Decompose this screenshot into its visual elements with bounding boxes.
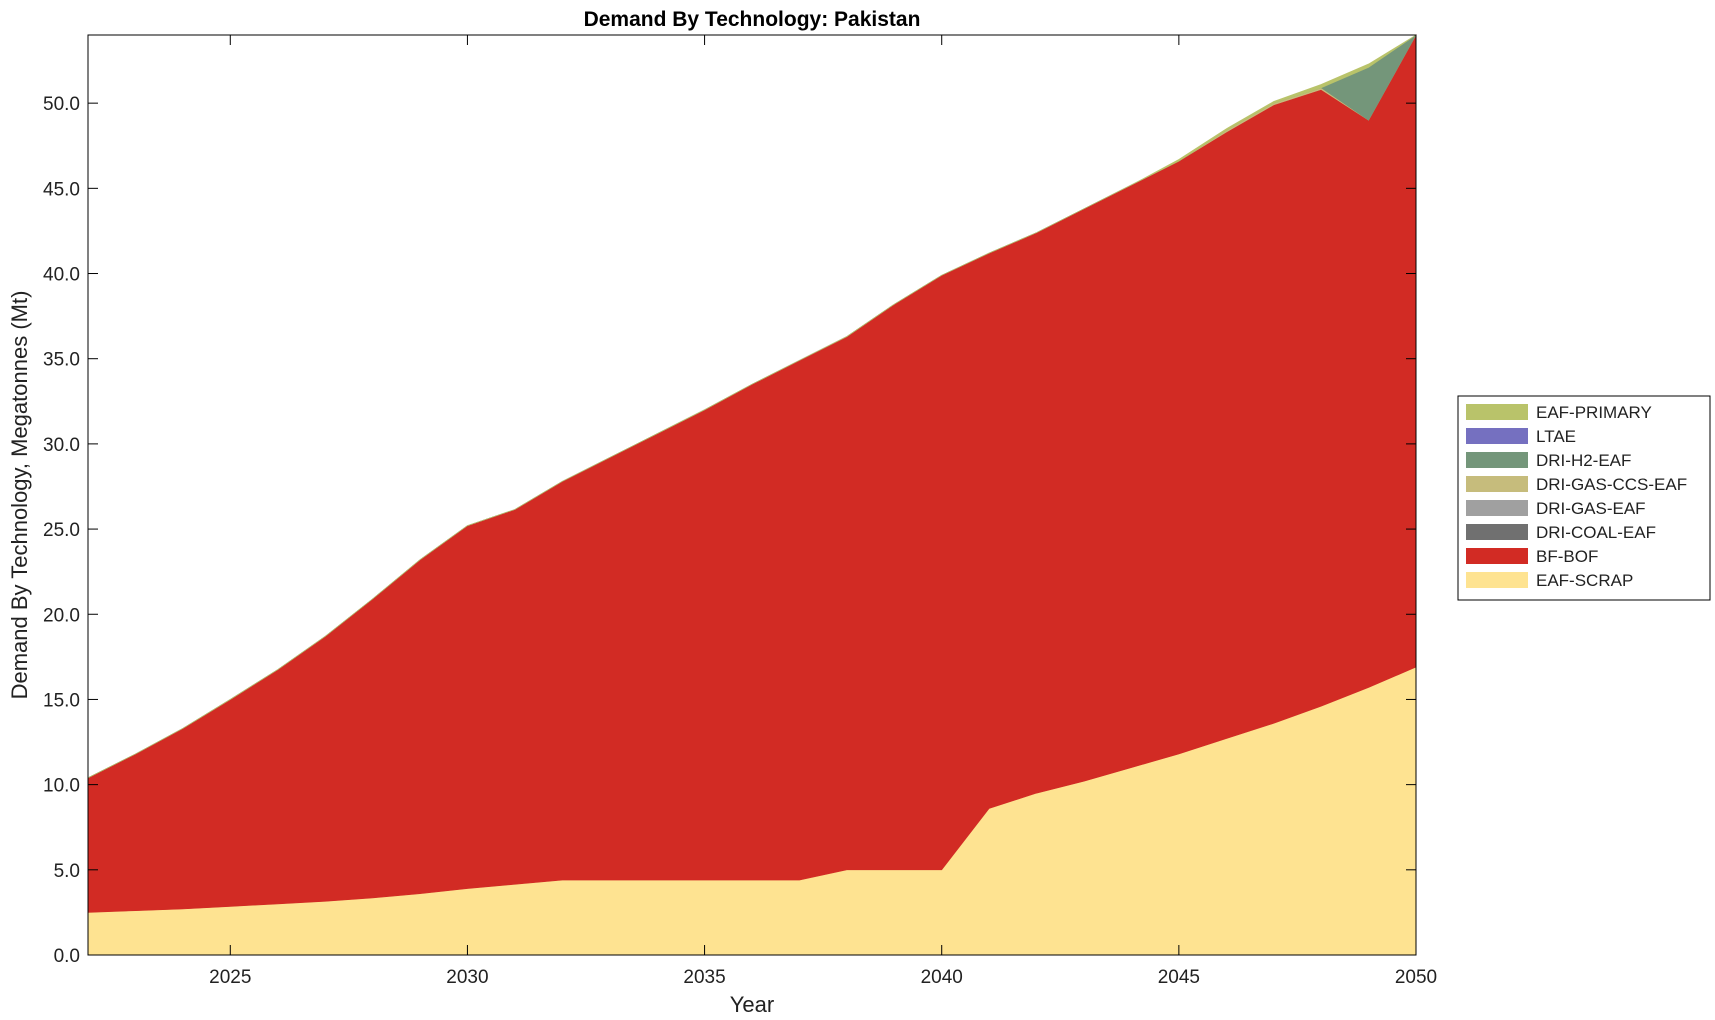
y-tick-label: 15.0 [43, 690, 80, 711]
y-axis-title: Demand By Technology, Megatonnes (Mt) [7, 291, 32, 700]
legend-label-dri-coal-eaf: DRI-COAL-EAF [1536, 523, 1656, 542]
legend: EAF-PRIMARY LTAE DRI-H2-EAF DRI-GAS-CCS-EAF… [1457, 395, 1711, 601]
legend-swatch-eaf-primary [1466, 404, 1528, 420]
legend-label-dri-gas-ccs-eaf: DRI-GAS-CCS-EAF [1536, 475, 1687, 494]
y-tick-label: 40.0 [43, 265, 80, 286]
y-tick-label: 20.0 [43, 605, 80, 626]
legend-swatch-dri-gas-ccs-eaf [1466, 476, 1528, 492]
legend-swatch-dri-h2-eaf [1466, 452, 1528, 468]
x-tick-label: 2030 [446, 967, 488, 988]
legend-swatch-dri-gas-eaf [1466, 500, 1528, 516]
legend-label-dri-h2-eaf: DRI-H2-EAF [1536, 451, 1631, 470]
x-axis-title: Year [730, 992, 774, 1017]
y-tick-label: 30.0 [43, 435, 80, 456]
y-tick-label: 45.0 [43, 179, 80, 200]
legend-swatch-ltae [1466, 428, 1528, 444]
legend-label-eaf-scrap: EAF-SCRAP [1536, 571, 1633, 590]
y-tick-label: 50.0 [43, 94, 80, 115]
y-tick-label: 35.0 [43, 350, 80, 371]
y-tick-label: 25.0 [43, 520, 80, 541]
x-tick-label: 2045 [1158, 967, 1200, 988]
legend-label-dri-gas-eaf: DRI-GAS-EAF [1536, 499, 1646, 518]
legend-label-ltae: LTAE [1536, 427, 1576, 446]
chart-title: Demand By Technology: Pakistan [584, 8, 921, 31]
legend-box [1457, 395, 1711, 601]
legend-label-eaf-primary: EAF-PRIMARY [1536, 403, 1652, 422]
legend-swatch-dri-coal-eaf [1466, 524, 1528, 540]
legend-swatch-bf-bof [1466, 548, 1528, 564]
x-tick-label: 2035 [683, 967, 725, 988]
x-tick-label: 2040 [921, 967, 963, 988]
y-tick-label: 10.0 [43, 776, 80, 797]
ticks-layer: 2025 2030 2035 2040 2045 2050 0.0 5.0 10.0 15.0 20… [43, 35, 1437, 988]
plot-frame [87, 34, 1417, 956]
x-tick-label: 2025 [209, 967, 251, 988]
legend-label-bf-bof: BF-BOF [1536, 547, 1598, 566]
x-tick-label: 2050 [1395, 967, 1437, 988]
y-tick-label: 0.0 [54, 946, 80, 967]
areas-layer [87, 33, 1417, 956]
y-tick-label: 5.0 [54, 861, 80, 882]
legend-swatch-eaf-scrap [1466, 572, 1528, 588]
